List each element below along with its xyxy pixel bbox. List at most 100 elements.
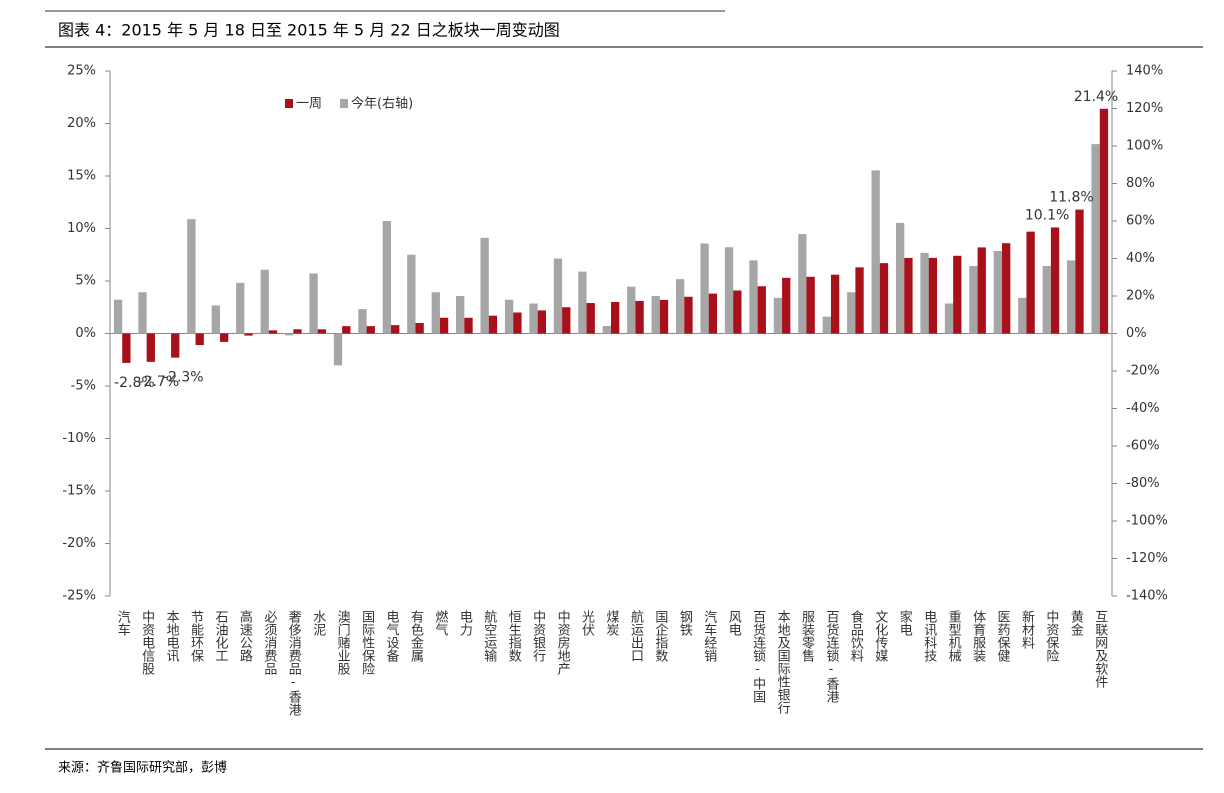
x-tick-label: 高速公路	[237, 609, 253, 662]
bar	[382, 221, 392, 334]
x-tick-label: 文化传媒	[872, 610, 888, 662]
bar	[651, 296, 660, 334]
bar	[366, 326, 375, 334]
y-tick-label: 20%	[67, 116, 96, 131]
x-tick-label: 黄金	[1068, 610, 1084, 636]
bar	[415, 323, 424, 334]
chart-title: 图表 4：2015 年 5 月 18 日至 2015 年 5 月 22 日之板块…	[58, 21, 560, 40]
x-tick-label: 体育服装	[970, 610, 986, 662]
bar	[830, 274, 840, 334]
x-tick-label: 钢铁	[677, 610, 693, 636]
bar	[407, 254, 416, 334]
y2-tick-label: 140%	[1126, 64, 1163, 79]
source: 来源：齐鲁国际研究部，彭博	[58, 760, 227, 776]
bar	[309, 273, 318, 334]
value-label: 21.4%	[1074, 89, 1118, 105]
legend-swatch	[285, 99, 293, 108]
bar	[773, 297, 783, 334]
bar	[782, 277, 791, 334]
bar	[211, 305, 220, 334]
bar	[171, 333, 180, 358]
y-tick-label: -15%	[62, 484, 96, 499]
bar	[928, 257, 938, 334]
bar	[562, 307, 571, 334]
bar	[855, 267, 864, 334]
bar	[464, 317, 473, 334]
bar	[513, 312, 522, 334]
bar	[537, 310, 546, 334]
y2-tick-label: -140%	[1126, 589, 1168, 604]
y2-tick-label: 20%	[1126, 289, 1155, 304]
bar	[293, 329, 302, 334]
x-tick-label: 本地及国际性银行	[775, 610, 791, 715]
x-tick-label: 光伏	[579, 610, 595, 636]
x-tick-label: 本地电讯	[164, 610, 180, 663]
bar	[456, 296, 465, 334]
value-label: -2.8%	[114, 375, 155, 391]
bar	[431, 292, 440, 334]
bar	[187, 219, 196, 334]
bar	[904, 257, 913, 334]
x-tick-label: 新材料	[1019, 609, 1035, 649]
y2-tick-label: 0%	[1126, 326, 1147, 341]
value-label: 10.1%	[1025, 207, 1069, 223]
bar	[1002, 243, 1011, 334]
y-tick-label: 5%	[75, 274, 96, 289]
x-tick-label: 汽车经销	[701, 610, 717, 662]
y2-tick-label: -20%	[1126, 364, 1160, 379]
bar	[504, 299, 514, 334]
bar	[113, 299, 123, 334]
legend-label: 今年(右轴)	[351, 96, 413, 112]
legend-swatch	[340, 99, 348, 108]
x-tick-label: 风电	[726, 610, 742, 636]
x-tick-label: 必须消费品	[261, 610, 277, 675]
y2-tick-label: 80%	[1126, 176, 1155, 191]
bar	[317, 329, 327, 334]
bar	[146, 333, 155, 362]
bar	[757, 286, 766, 334]
y-tick-label: 10%	[67, 221, 96, 236]
bar	[260, 269, 269, 334]
legend-label: 一周	[296, 97, 322, 112]
x-tick-label: 食品饮料	[848, 609, 864, 662]
bar	[920, 252, 929, 334]
bar	[391, 325, 400, 334]
y-tick-label: 25%	[67, 64, 96, 79]
bar	[676, 279, 685, 334]
x-tick-label: 石油化工	[212, 610, 228, 662]
bar	[806, 276, 815, 334]
bar	[1042, 266, 1051, 334]
x-tick-label: 电讯科技	[921, 610, 937, 662]
bar	[1099, 108, 1109, 334]
bar	[586, 303, 595, 334]
bar	[659, 299, 669, 334]
bar	[268, 330, 278, 334]
bar	[977, 247, 986, 334]
bar	[358, 309, 367, 334]
x-tick-label: 有色金属	[408, 610, 424, 663]
y2-tick-label: -60%	[1126, 439, 1160, 454]
x-tick-label: 汽车	[115, 610, 131, 636]
bar	[1050, 227, 1060, 334]
bar	[611, 302, 620, 334]
y-tick-label: 0%	[75, 326, 96, 341]
bar	[342, 326, 351, 334]
bar	[195, 333, 204, 346]
y-tick-label: -5%	[71, 379, 96, 394]
x-tick-label: 国际性保险	[359, 610, 375, 675]
bar	[1018, 297, 1027, 334]
y2-tick-label: 100%	[1126, 139, 1163, 154]
bar	[635, 300, 644, 334]
bar	[684, 296, 693, 334]
bar	[529, 303, 538, 334]
bar	[944, 303, 954, 334]
x-tick-label: 百货连锁-中国	[750, 610, 766, 703]
value-label: 11.8%	[1049, 190, 1093, 206]
x-tick-label: 澳门赌业股	[335, 609, 351, 676]
value-label: -2.7%	[139, 374, 180, 390]
x-tick-label: 重型机械	[946, 609, 962, 662]
x-tick-label: 电气设备	[384, 610, 400, 663]
x-tick-label: 电力	[457, 610, 473, 637]
bar	[219, 333, 229, 342]
